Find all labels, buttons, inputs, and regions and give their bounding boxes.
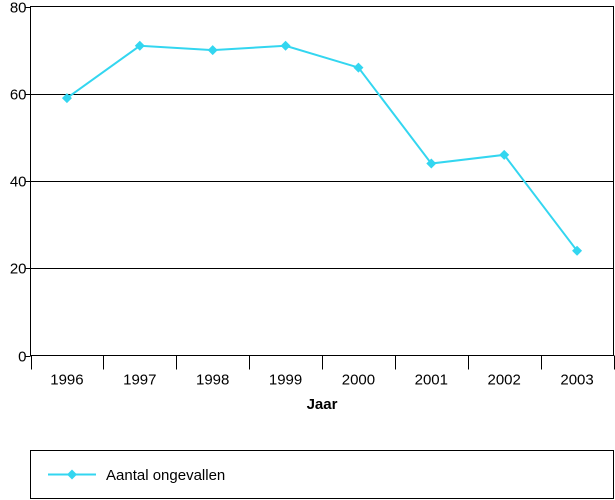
y-tick-label: 20 [10, 261, 27, 278]
x-tick-label: 1999 [269, 372, 302, 389]
y-tick-label: 80 [10, 0, 27, 17]
data-point [61, 93, 72, 104]
data-point [499, 149, 510, 160]
x-tick-label: 2002 [488, 372, 521, 389]
x-tick-label: 2001 [415, 372, 448, 389]
data-point [134, 40, 145, 51]
legend: Aantal ongevallen [30, 450, 614, 499]
x-tick-label: 2003 [560, 372, 593, 389]
legend-swatch-marker [67, 469, 77, 480]
gridlines [30, 94, 614, 269]
x-tick-label: 1997 [123, 372, 156, 389]
data-point [353, 62, 364, 73]
data-point [280, 40, 291, 51]
data-point [572, 245, 583, 256]
y-tick-label: 60 [10, 87, 27, 104]
series-line [66, 44, 578, 252]
y-tick-label: 40 [10, 174, 27, 191]
x-tick-label: 1996 [50, 372, 83, 389]
data-point [426, 158, 437, 169]
plot-frame [30, 6, 614, 356]
x-axis-title: Jaar [307, 396, 338, 413]
x-tick-label: 1998 [196, 372, 229, 389]
legend-label: Aantal ongevallen [106, 467, 225, 484]
series-group [61, 40, 583, 256]
y-axis-ticks: 0 20 40 60 80 [10, 0, 31, 366]
y-tick-label: 0 [18, 349, 26, 366]
legend-box [30, 450, 614, 499]
data-point [207, 45, 218, 56]
x-tick-label: 2000 [342, 372, 375, 389]
x-axis-ticks: 1996 1997 1998 1999 2000 2001 2002 2003 [31, 355, 615, 389]
